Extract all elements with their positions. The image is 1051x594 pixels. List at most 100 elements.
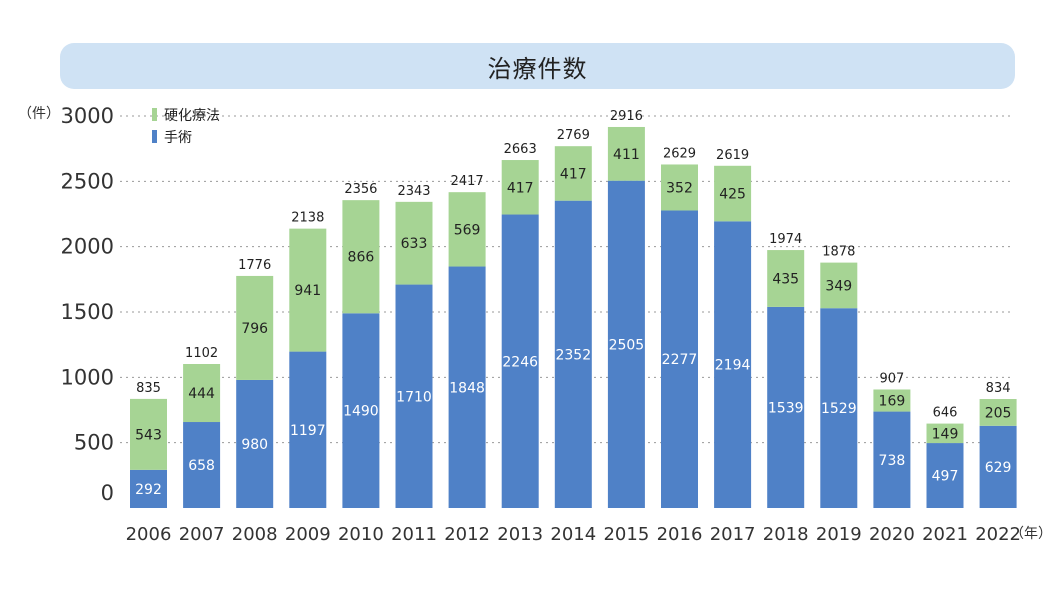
value-label-surgery: 2194 — [715, 358, 751, 374]
total-label: 834 — [986, 381, 1011, 396]
value-label-surgery: 1848 — [449, 380, 485, 396]
value-label-surgery: 980 — [241, 437, 268, 453]
x-tick-label: 2020 — [869, 524, 915, 545]
y-axis-ticks: 0 500 1000 1500 2000 2500 3000 — [61, 104, 114, 505]
bar-sclerotherapy — [236, 275, 274, 380]
y-tick-label: 1000 — [61, 365, 114, 389]
value-label-surgery: 1490 — [343, 404, 379, 420]
x-tick-label: 2014 — [550, 524, 596, 545]
x-tick-label: 2019 — [816, 524, 862, 545]
bar-sclerotherapy — [820, 262, 858, 309]
bar-sclerotherapy — [979, 399, 1017, 426]
value-label-sclerotherapy: 866 — [348, 250, 375, 266]
bar-surgery — [714, 221, 752, 509]
total-label: 2916 — [610, 109, 643, 124]
bar-sclerotherapy — [501, 160, 539, 215]
value-label-sclerotherapy: 435 — [772, 271, 799, 287]
value-label-surgery: 497 — [932, 469, 959, 485]
bar-surgery — [979, 425, 1017, 508]
x-tick-label: 2012 — [444, 524, 490, 545]
bar-surgery — [926, 443, 964, 508]
legend-label: 手術 — [164, 130, 192, 146]
total-label: 1974 — [769, 232, 802, 247]
y-tick-label: 2500 — [61, 169, 114, 193]
value-label-surgery: 1539 — [768, 400, 804, 416]
bar-sclerotherapy — [661, 164, 698, 211]
value-label-surgery: 2277 — [662, 352, 698, 368]
value-label-surgery: 2505 — [609, 337, 645, 353]
bar-sclerotherapy — [873, 389, 911, 412]
value-label-sclerotherapy: 417 — [560, 166, 587, 182]
bar-sclerotherapy — [448, 192, 486, 267]
bar-sclerotherapy — [926, 423, 964, 444]
x-tick-label: 2016 — [657, 524, 703, 545]
total-label: 2629 — [663, 146, 696, 161]
bar-surgery — [289, 351, 327, 508]
legend-label: 硬化療法 — [164, 107, 220, 124]
x-tick-label: 2013 — [497, 524, 543, 545]
value-label-sclerotherapy: 633 — [401, 236, 428, 252]
value-label-sclerotherapy: 543 — [135, 427, 162, 443]
value-label-sclerotherapy: 417 — [507, 180, 534, 196]
value-label-surgery: 1710 — [396, 389, 432, 405]
bar-surgery — [448, 266, 486, 508]
value-label-sclerotherapy: 205 — [985, 405, 1012, 421]
total-label: 835 — [136, 381, 161, 396]
x-tick-label: 2017 — [710, 524, 756, 545]
value-label-surgery: 1529 — [821, 401, 857, 417]
x-tick-label: 2011 — [391, 524, 437, 545]
bar-sclerotherapy — [395, 201, 433, 285]
bar-sclerotherapy — [342, 200, 380, 314]
title-banner: 治療件数 — [60, 43, 1015, 89]
total-label: 2343 — [397, 184, 430, 199]
total-label: 2356 — [344, 182, 377, 197]
value-label-surgery: 629 — [985, 460, 1012, 476]
bar-sclerotherapy — [767, 250, 805, 307]
bar-surgery — [554, 200, 592, 508]
x-tick-label: 2009 — [285, 524, 331, 545]
total-label: 2138 — [291, 211, 324, 226]
x-tick-label: 2018 — [763, 524, 809, 545]
bars: 292 543 835 658 444 1102 980 796 1776 1197 941 2138… — [130, 109, 1017, 509]
x-tick-label: 2008 — [232, 524, 278, 545]
total-label: 1776 — [238, 258, 271, 273]
value-label-sclerotherapy: 352 — [666, 180, 693, 196]
bar-surgery — [130, 469, 167, 508]
value-label-surgery: 2246 — [502, 354, 538, 370]
bar-sclerotherapy — [554, 146, 592, 201]
value-label-sclerotherapy: 411 — [613, 147, 640, 163]
legend-swatch — [152, 108, 157, 121]
bar-surgery — [607, 180, 645, 508]
total-label: 2769 — [557, 128, 590, 143]
legend-swatch — [152, 130, 157, 143]
total-label: 907 — [879, 371, 904, 386]
value-label-sclerotherapy: 796 — [241, 321, 268, 337]
x-tick-label: 2007 — [179, 524, 225, 545]
bar-surgery — [183, 422, 221, 508]
bar-sclerotherapy — [289, 228, 327, 352]
total-label: 2417 — [451, 174, 484, 189]
x-tick-label: 2021 — [922, 524, 968, 545]
value-label-surgery: 2352 — [555, 347, 591, 363]
bar-surgery — [661, 210, 698, 509]
value-label-sclerotherapy: 349 — [825, 278, 852, 294]
bar-sclerotherapy — [714, 165, 752, 222]
bar-sclerotherapy — [183, 364, 221, 423]
y-tick-label: 3000 — [61, 104, 114, 128]
chart-title: 治療件数 — [487, 54, 588, 83]
total-label: 1102 — [185, 346, 218, 361]
bar-surgery — [873, 411, 911, 508]
value-label-surgery: 1197 — [290, 423, 326, 439]
bar-surgery — [767, 306, 805, 508]
value-label-sclerotherapy: 169 — [879, 394, 906, 410]
x-tick-label: 2010 — [338, 524, 384, 545]
y-tick-label: 500 — [74, 431, 114, 455]
bar-sclerotherapy — [130, 398, 167, 470]
value-label-surgery: 292 — [135, 482, 162, 498]
value-label-surgery: 738 — [879, 453, 906, 469]
value-label-sclerotherapy: 941 — [294, 283, 321, 299]
value-label-surgery: 658 — [188, 458, 215, 474]
bar-surgery — [395, 284, 433, 508]
